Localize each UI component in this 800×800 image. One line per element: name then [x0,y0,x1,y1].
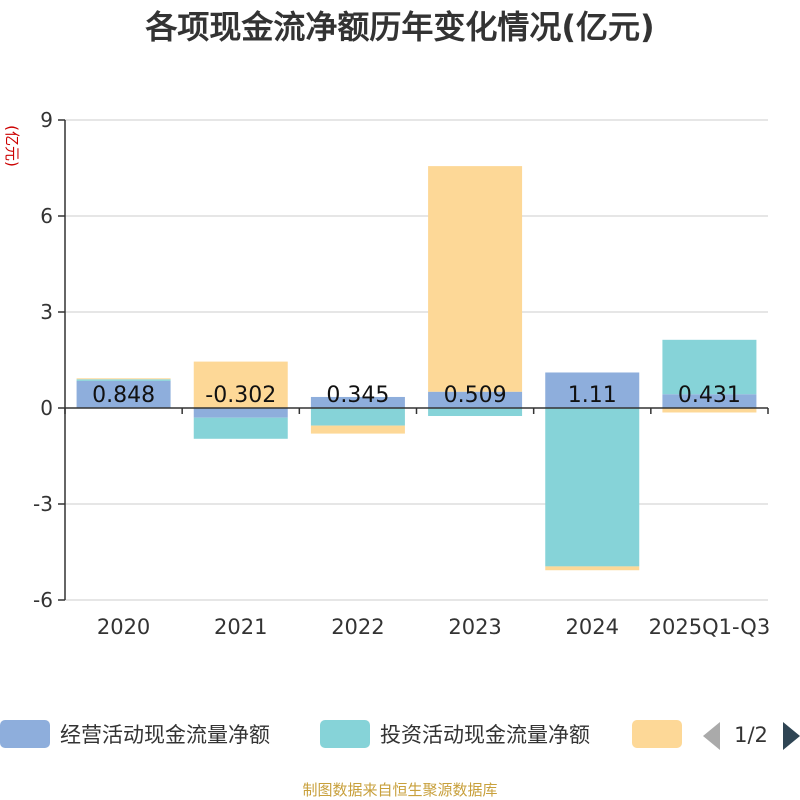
bar-2022-series-0 [310,396,405,408]
chart-title: 各项现金流净额历年变化情况(亿元) [145,8,654,46]
data-label-2024: 1.11 [568,383,617,408]
legend-prev-page-icon[interactable] [703,722,720,750]
legend-page-indicator: 1/2 [734,723,768,747]
data-label-2023: 0.509 [444,383,507,408]
bar-2020-series-0 [76,380,171,408]
bar-2024-series-2 [545,566,640,571]
x-tick-label-2023: 2023 [448,615,501,639]
y-tick-label: -6 [33,588,53,612]
bar-2023-series-2 [428,166,523,392]
grid-lines [65,119,768,601]
bar-2024-series-0 [545,372,640,408]
y-tick-label: 6 [40,204,53,228]
bar-2024-series-1 [545,408,640,567]
legend-label-operating: 经营活动现金流量净额 [60,723,270,747]
bar-2025Q1-Q3-series-0 [662,394,757,408]
legend-item-operating[interactable]: 经营活动现金流量净额 [0,720,270,748]
legend-swatch-investing [320,720,370,748]
bar-2021-series-0 [193,408,288,418]
bar-2023-series-1 [428,408,523,416]
bar-2022-series-2 [310,425,405,434]
legend-swatch-operating [0,720,50,748]
x-tick-label-2022: 2022 [331,615,384,639]
legend-swatch-financing [632,720,682,748]
data-labels: 0.848 -0.302 0.345 0.509 1.11 0.431 [92,383,741,408]
x-tick-label-2020: 2020 [97,615,150,639]
legend-label-investing: 投资活动现金流量净额 [380,723,590,747]
bar-2022-series-1 [310,408,405,426]
x-tick-label-2024: 2024 [566,615,619,639]
legend-next-page-icon[interactable] [783,722,800,750]
bar-2020-series-2 [76,378,171,380]
bar-2020-series-1 [76,379,171,381]
y-axis-unit-label: (亿元) [3,125,21,167]
data-label-2021: -0.302 [205,383,276,408]
y-tick-label: -3 [33,492,53,516]
legend: 经营活动现金流量净额 投资活动现金流量净额 1/2 [0,720,800,750]
y-tick-label: 9 [40,108,53,132]
data-label-2022: 0.345 [326,383,389,408]
bar-2021-series-2 [193,361,288,408]
legend-item-financing[interactable] [632,720,682,748]
bars [76,166,757,571]
data-source-note: 制图数据来自恒生聚源数据库 [302,781,497,799]
bar-2021-series-1 [193,417,288,439]
data-label-2025Q1-Q3: 0.431 [678,383,741,408]
x-tick-label-2021: 2021 [214,615,267,639]
y-tick-labels: -6 -3 0 3 6 9 [33,108,53,612]
data-label-2020: 0.848 [92,383,155,408]
y-tick-label: 0 [40,396,53,420]
bar-2023-series-0 [428,391,523,408]
x-tick-label-2025Q1-Q3: 2025Q1-Q3 [649,615,771,639]
bar-2025Q1-Q3-series-2 [662,408,757,413]
legend-item-investing[interactable]: 投资活动现金流量净额 [320,720,590,748]
axes [58,119,769,601]
x-tick-labels: 2020 2021 2022 2023 2024 2025Q1-Q3 [97,615,770,639]
bar-2025Q1-Q3-series-1 [662,339,757,395]
y-tick-label: 3 [40,300,53,324]
